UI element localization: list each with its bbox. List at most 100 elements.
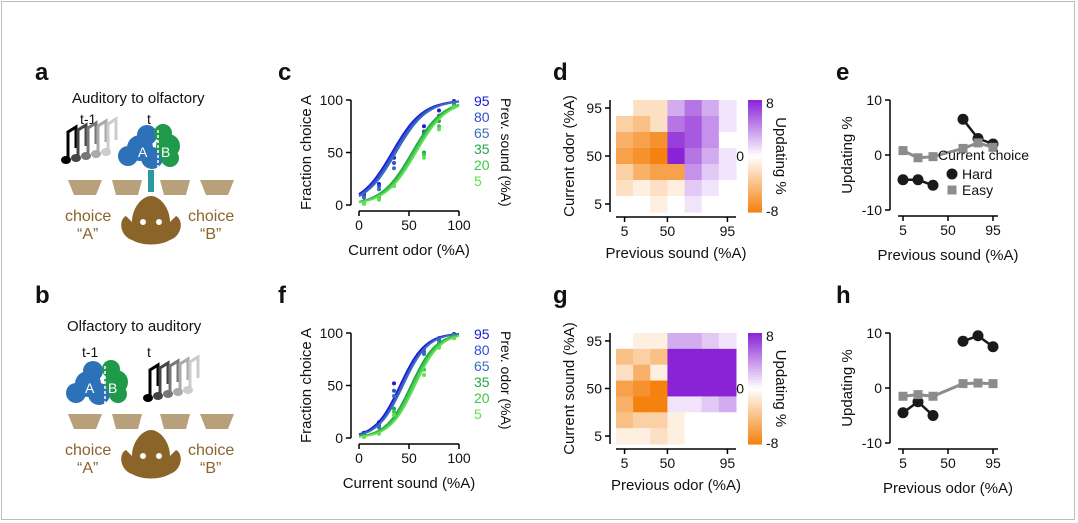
heatmap-cell bbox=[633, 396, 651, 413]
legend-title: Prev. odor (%A) bbox=[498, 331, 514, 430]
colorbar-segment bbox=[748, 170, 762, 174]
data-point bbox=[452, 105, 456, 110]
colorbar-segment bbox=[748, 150, 762, 154]
heatmap-cell bbox=[650, 180, 668, 197]
heatmap-cell bbox=[684, 196, 703, 213]
port-right bbox=[200, 180, 234, 195]
chart-panel-g: 5 50 95 95 50 5 Previous odor (%A) Current soun… bbox=[561, 322, 789, 494]
legend-label-5: 5 bbox=[474, 406, 482, 422]
heatmap-cell bbox=[616, 148, 634, 165]
choice-right-quote: “B” bbox=[200, 460, 221, 477]
colorbar-tick-label: -8 bbox=[766, 203, 779, 219]
heatmap-cell bbox=[616, 364, 634, 382]
heatmap-cell bbox=[667, 196, 686, 213]
colorbar-label: Updating % bbox=[772, 350, 789, 428]
y-tick-label: 5 bbox=[594, 196, 602, 212]
y-tick-label: 100 bbox=[320, 92, 344, 108]
data-point bbox=[392, 381, 396, 386]
data-point bbox=[377, 187, 381, 192]
data-point bbox=[362, 195, 366, 200]
odor-label-b: B bbox=[108, 380, 117, 396]
heatmap-cell bbox=[667, 333, 686, 350]
colorbar-segment bbox=[748, 144, 762, 149]
colorbar-segment bbox=[748, 441, 762, 445]
colorbar-segment bbox=[748, 360, 762, 365]
schematic-auditory-to-olfactory: Auditory to olfactory t-1 t A B bbox=[61, 90, 234, 245]
x-axis-label: Current odor (%A) bbox=[348, 242, 470, 259]
x-tick-label: 50 bbox=[401, 217, 417, 233]
y-tick-label: 95 bbox=[586, 100, 602, 116]
heatmap-cell bbox=[718, 132, 737, 149]
x-tick-label: 50 bbox=[940, 455, 956, 471]
panel-label-c: c bbox=[278, 59, 291, 86]
sound-icon bbox=[143, 354, 200, 402]
heatmap-cell bbox=[701, 348, 720, 366]
heatmap-cell bbox=[701, 396, 720, 413]
data-point-easy bbox=[988, 142, 998, 152]
data-point bbox=[377, 197, 381, 202]
data-point bbox=[377, 431, 381, 436]
data-point-hard bbox=[927, 410, 939, 421]
heatmap-cell bbox=[633, 380, 651, 397]
data-point bbox=[437, 108, 441, 113]
legend-label-35: 35 bbox=[474, 141, 490, 157]
heatmap-cell bbox=[616, 180, 634, 197]
heatmap-cell bbox=[684, 148, 703, 165]
colorbar-segment bbox=[748, 430, 762, 434]
colorbar-tick-label: -8 bbox=[766, 435, 779, 451]
choice-left-quote: “A” bbox=[77, 460, 98, 477]
label-t-minus-1: t-1 bbox=[80, 111, 97, 127]
colorbar-segment bbox=[748, 128, 762, 132]
y-axis-label: Fraction choice A bbox=[298, 328, 315, 443]
heatmap-cell bbox=[684, 100, 703, 117]
heatmap-cell bbox=[633, 100, 651, 117]
heatmap-cell bbox=[667, 164, 686, 181]
heatmap-cell bbox=[616, 428, 634, 445]
colorbar-segment bbox=[748, 136, 762, 140]
heatmap-cell bbox=[701, 333, 720, 350]
heatmap-cell bbox=[633, 116, 651, 133]
data-point-hard bbox=[912, 174, 924, 186]
y-tick-label: -10 bbox=[862, 202, 882, 218]
data-point-easy bbox=[928, 391, 938, 401]
colorbar-segment bbox=[748, 139, 762, 143]
heatmap-cell bbox=[684, 396, 703, 413]
colorbar-segment bbox=[748, 125, 762, 129]
heatmap-cell bbox=[650, 412, 668, 429]
colorbar-label: Updating % bbox=[772, 117, 789, 195]
legend-title: Current choice bbox=[938, 147, 1029, 163]
x-tick-label: 50 bbox=[660, 223, 676, 239]
x-tick-label: 0 bbox=[355, 217, 363, 233]
colorbar-segment bbox=[748, 438, 762, 442]
x-tick-label: 50 bbox=[940, 222, 956, 238]
colorbar-segment bbox=[748, 335, 762, 340]
data-point-hard bbox=[972, 330, 984, 342]
colorbar-segment bbox=[748, 100, 762, 104]
heatmap-cell bbox=[684, 380, 703, 397]
heatmap-cell bbox=[684, 180, 703, 197]
colorbar-segment bbox=[748, 161, 762, 165]
heatmap-cell bbox=[633, 364, 651, 382]
heatmap-cell bbox=[718, 333, 737, 350]
y-tick-label: 0 bbox=[335, 197, 343, 213]
chart-panel-d: 5 50 95 95 50 5 Previous sound (%A) Current odo… bbox=[561, 95, 789, 262]
data-point bbox=[392, 406, 396, 411]
heatmap-cell bbox=[718, 396, 737, 413]
colorbar-segment bbox=[748, 175, 762, 179]
colorbar-segment bbox=[748, 388, 762, 392]
odor-label-a: A bbox=[138, 144, 148, 160]
heatmap-cell bbox=[633, 180, 651, 197]
legend-label-20: 20 bbox=[474, 390, 490, 406]
colorbar-segment bbox=[748, 158, 762, 163]
legend-label-35: 35 bbox=[474, 374, 490, 390]
colorbar-segment bbox=[748, 369, 762, 373]
choice-right-quote: “B” bbox=[200, 226, 221, 243]
heatmap-cell bbox=[718, 196, 737, 213]
colorbar-tick-label: 8 bbox=[766, 328, 774, 344]
y-tick-label: 50 bbox=[586, 381, 602, 397]
heatmap-cell bbox=[701, 148, 720, 165]
colorbar-segment bbox=[748, 346, 762, 351]
data-point bbox=[422, 152, 426, 157]
